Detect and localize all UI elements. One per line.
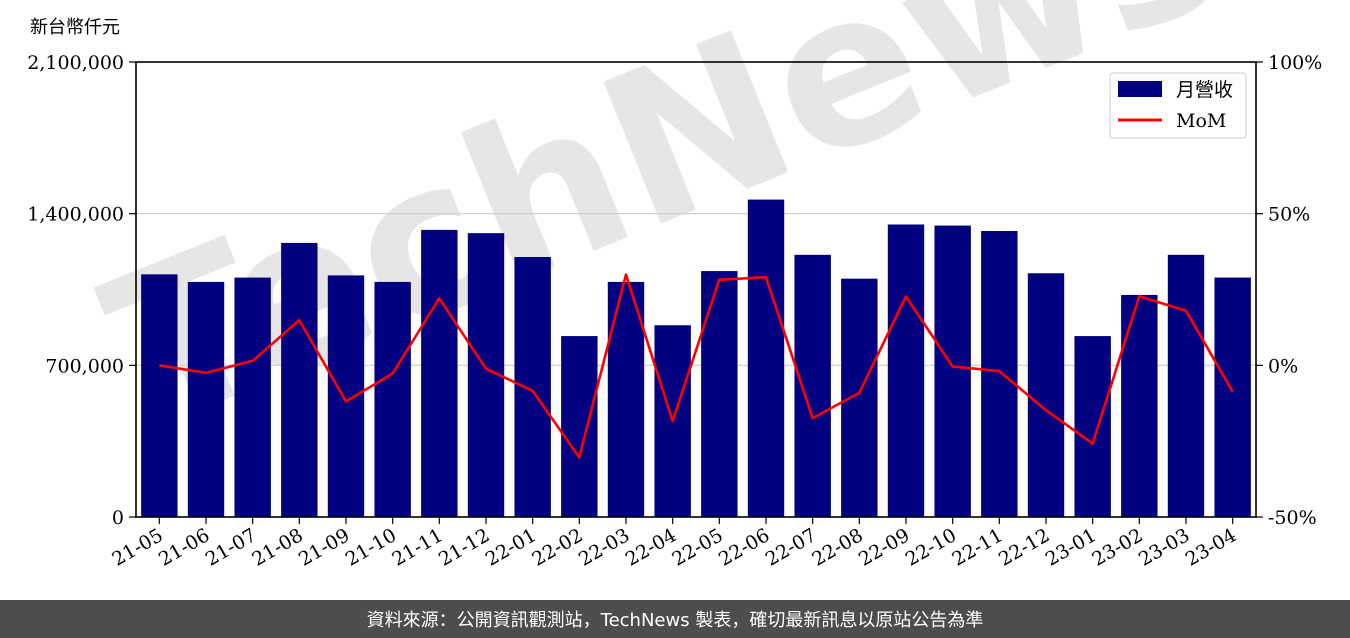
x-tick-label: 23-01 <box>1042 524 1100 570</box>
bar-series <box>141 199 1251 518</box>
x-tick-label: 22-06 <box>715 524 773 570</box>
bar <box>981 231 1018 517</box>
x-tick-label: 22-03 <box>575 524 633 570</box>
bar <box>841 278 878 517</box>
y-right-tick-label: 100% <box>1268 52 1322 74</box>
x-tick-label: 23-04 <box>1182 524 1240 570</box>
y-right-tick-label: -50% <box>1268 507 1317 529</box>
bar <box>701 271 738 517</box>
bar <box>374 281 411 517</box>
line-series <box>159 273 1234 459</box>
bar <box>421 229 458 517</box>
y-axis-right: -50% 0% 50% 100% <box>1256 52 1322 529</box>
x-tick-label: 22-02 <box>528 524 586 570</box>
y-axis-unit-label: 新台幣仟元 <box>30 17 120 38</box>
x-tick-label: 21-06 <box>155 524 213 570</box>
x-tick-label: 22-08 <box>808 524 866 570</box>
y-left-tick-label: 1,400,000 <box>27 204 124 226</box>
legend-bar-label: 月營收 <box>1176 79 1233 101</box>
bar <box>1027 273 1065 517</box>
y-left-tick-label: 700,000 <box>45 355 124 377</box>
bar <box>514 257 551 517</box>
bar <box>934 225 971 518</box>
bar <box>561 336 598 517</box>
y-left-tick-label: 2,100,000 <box>27 52 124 74</box>
bar <box>1214 277 1251 517</box>
legend-line-label: MoM <box>1176 110 1226 132</box>
x-tick-label: 22-04 <box>622 524 680 570</box>
x-tick-label: 22-11 <box>948 524 1006 570</box>
mom-line <box>159 273 1234 459</box>
x-tick-label: 21-09 <box>295 524 353 570</box>
y-left-tick-label: 0 <box>112 507 124 529</box>
gridlines <box>136 213 1256 366</box>
x-axis: 21-0521-0621-0721-0821-0921-1021-1121-12… <box>108 517 1240 571</box>
legend-bar-swatch <box>1118 81 1162 97</box>
bar <box>234 277 271 517</box>
x-tick-label: 22-12 <box>995 524 1053 570</box>
bar <box>1167 254 1205 518</box>
x-tick-label: 22-10 <box>902 524 960 570</box>
x-tick-label: 22-05 <box>668 524 726 570</box>
x-tick-label: 21-07 <box>202 524 260 570</box>
bar <box>794 254 831 518</box>
x-tick-label: 21-08 <box>248 524 306 570</box>
x-tick-label: 22-07 <box>762 524 820 570</box>
plot-frame <box>135 61 1257 518</box>
x-tick-label: 21-12 <box>435 524 493 570</box>
legend: 月營收 MoM <box>1109 72 1247 139</box>
bar <box>281 242 318 517</box>
bar <box>1074 336 1111 517</box>
bar <box>141 274 178 517</box>
x-tick-label: 22-09 <box>855 524 913 570</box>
source-footer: 資料來源：公開資訊觀測站，TechNews 製表，確切最新訊息以原站公告為準 <box>0 600 1350 638</box>
bar <box>887 224 925 517</box>
bar <box>327 275 365 517</box>
y-right-tick-label: 50% <box>1268 204 1310 226</box>
y-axis-left: 0 700,000 1,400,000 2,100,000 <box>27 52 136 529</box>
x-tick-label: 21-05 <box>108 524 166 570</box>
source-text: 資料來源：公開資訊觀測站，TechNews 製表，確切最新訊息以原站公告為準 <box>366 610 984 631</box>
bar <box>747 199 785 518</box>
x-tick-label: 22-01 <box>482 524 540 570</box>
y-right-tick-label: 0% <box>1268 355 1298 377</box>
x-tick-label: 23-03 <box>1135 524 1193 570</box>
bar <box>187 281 225 517</box>
x-tick-label: 21-11 <box>388 524 446 570</box>
x-tick-label: 23-02 <box>1088 524 1146 570</box>
x-tick-label: 21-10 <box>342 524 400 570</box>
bar <box>1121 294 1158 517</box>
